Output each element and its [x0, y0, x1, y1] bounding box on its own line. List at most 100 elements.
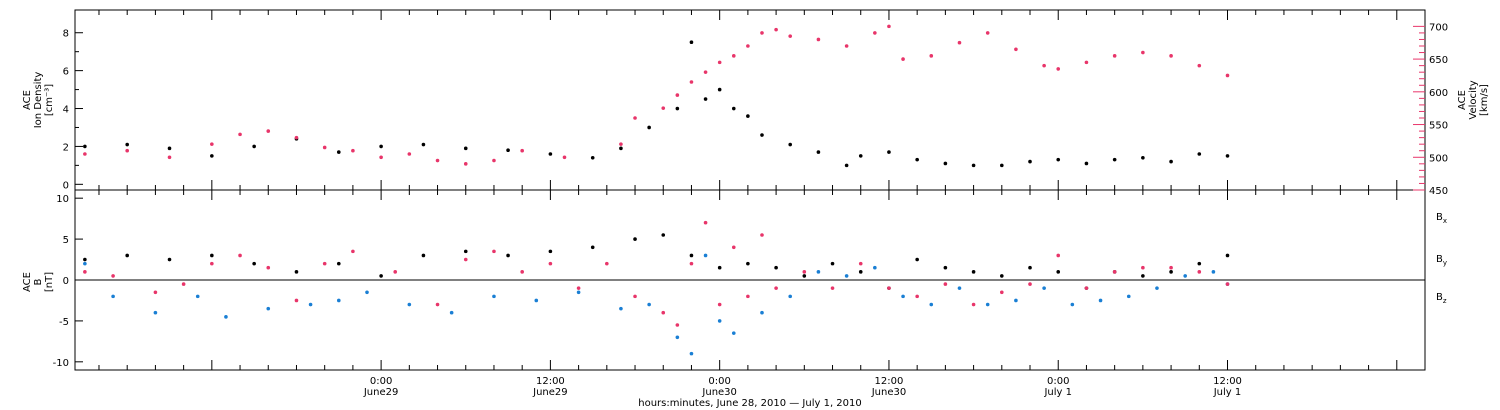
field-point-2-34	[971, 302, 976, 307]
field-point-2-10	[393, 270, 398, 274]
top-point-1-20	[689, 80, 694, 84]
x-tick-date-3: June30	[871, 387, 907, 398]
field-point-0-8	[421, 253, 426, 258]
field-y-axis: -10 -5 0 5 10	[53, 194, 83, 369]
top-point-0-12	[590, 155, 595, 160]
field-point-2-11	[435, 302, 440, 307]
field-point-0-21	[858, 270, 863, 274]
top-point-0-20	[746, 114, 750, 118]
top-point-1-32	[901, 57, 905, 61]
top-point-0-26	[887, 150, 891, 154]
field-point-0-13	[633, 237, 637, 241]
field-point-1-36	[1183, 274, 1187, 278]
field-point-1-28	[957, 286, 962, 290]
top-point-0-21	[760, 133, 764, 137]
x-tick-time-0: 0:00	[370, 376, 392, 387]
field-point-1-31	[1042, 286, 1046, 290]
top-point-1-18	[661, 106, 666, 110]
field-point-0-7	[379, 274, 383, 278]
x-tick-date-1: June29	[532, 387, 568, 398]
top-point-0-3	[210, 154, 214, 158]
field-point-2-31	[887, 286, 891, 290]
top-point-1-21	[703, 70, 708, 74]
field-axis-title-line2: B	[33, 278, 44, 285]
top-point-0-22	[788, 142, 793, 147]
density-axis-title-line1: ACE	[22, 90, 33, 110]
top-point-1-36	[1014, 47, 1018, 52]
field-point-1-4	[224, 315, 228, 319]
top-point-1-3	[210, 142, 214, 146]
velocity-y-axis: 450 500 550 600 650 700	[1413, 22, 1448, 197]
velocity-tick-label-2: 550	[1429, 121, 1448, 132]
top-point-1-39	[1084, 60, 1089, 65]
field-point-1-7	[336, 298, 341, 303]
field-point-2-1	[111, 274, 115, 278]
top-point-0-37	[1197, 152, 1202, 156]
top-point-1-44	[1225, 73, 1230, 78]
field-point-0-9	[463, 249, 468, 254]
top-point-0-32	[1056, 157, 1061, 162]
field-point-2-26	[760, 233, 764, 237]
field-point-0-23	[915, 257, 919, 262]
field-point-1-8	[365, 290, 369, 295]
top-point-1-7	[322, 145, 327, 150]
top-point-1-19	[675, 93, 680, 97]
top-point-1-17	[633, 116, 637, 120]
top-point-0-4	[252, 144, 256, 149]
field-point-1-9	[407, 302, 412, 307]
field-point-2-39	[1112, 270, 1117, 274]
legend-bx: Bx	[1436, 212, 1447, 225]
top-point-0-17	[703, 97, 708, 101]
velocity-tick-label-3: 600	[1429, 88, 1448, 99]
density-tick-label-2: 4	[63, 105, 69, 116]
legend-bz: Bz	[1436, 292, 1447, 305]
top-point-1-5	[266, 129, 271, 133]
x-tick-date-2: June30	[701, 387, 737, 398]
field-point-0-6	[336, 261, 341, 266]
field-point-2-22	[703, 220, 708, 225]
top-point-1-16	[619, 142, 623, 146]
field-point-2-7	[294, 298, 299, 303]
field-point-1-29	[985, 302, 990, 307]
field-point-0-25	[971, 270, 976, 274]
field-point-0-14	[661, 233, 666, 237]
field-point-1-3	[195, 294, 200, 299]
field-point-2-20	[675, 323, 680, 327]
field-point-1-5	[266, 306, 271, 311]
field-point-0-10	[506, 253, 510, 258]
field-point-0-34	[1225, 253, 1230, 258]
top-point-0-36	[1169, 159, 1173, 164]
density-tick-label-3: 6	[63, 67, 69, 78]
field-point-2-2	[153, 290, 158, 295]
field-point-2-5	[238, 253, 242, 258]
x-tick-date-0: June29	[363, 387, 399, 398]
top-point-1-0	[83, 152, 87, 156]
density-tick-label-0: 0	[63, 180, 69, 191]
field-point-2-27	[774, 286, 778, 290]
field-point-2-35	[1000, 290, 1004, 295]
field-point-2-32	[915, 294, 919, 299]
top-point-0-31	[1028, 159, 1032, 164]
field-point-0-24	[943, 265, 948, 270]
field-point-2-38	[1084, 286, 1089, 290]
field-point-1-0	[83, 261, 87, 266]
field-point-1-23	[816, 270, 821, 274]
top-point-1-42	[1169, 54, 1173, 58]
field-point-1-10	[449, 310, 454, 315]
top-point-0-27	[915, 157, 919, 162]
field-point-2-24	[731, 245, 736, 250]
field-point-1-22	[788, 294, 793, 299]
field-point-0-18	[774, 265, 778, 270]
field-point-0-1	[125, 253, 129, 258]
velocity-tick-label-1: 500	[1429, 153, 1448, 164]
field-point-1-19	[717, 319, 722, 323]
field-point-2-9	[351, 249, 355, 254]
top-point-0-0	[83, 144, 87, 149]
x-tick-time-4: 0:00	[1047, 376, 1069, 387]
top-point-0-28	[943, 161, 948, 166]
field-point-0-19	[802, 274, 807, 278]
top-point-0-15	[675, 106, 680, 111]
field-axis-title: ACE B [nT]	[22, 272, 55, 292]
field-point-2-8	[322, 261, 327, 266]
field-point-2-41	[1169, 265, 1173, 270]
